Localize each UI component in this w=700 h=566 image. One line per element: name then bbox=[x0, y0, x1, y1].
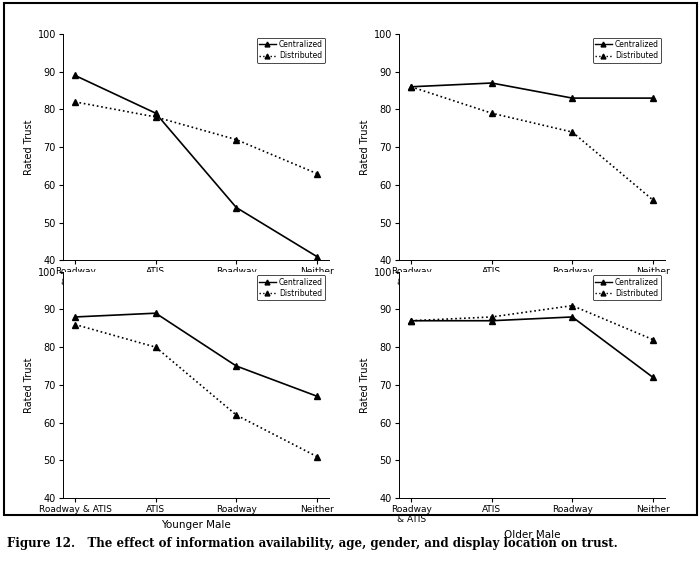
Y-axis label: Rated Trust: Rated Trust bbox=[24, 357, 34, 413]
Legend: Centralized, Distributed: Centralized, Distributed bbox=[257, 276, 326, 301]
X-axis label: Older Male: Older Male bbox=[504, 530, 560, 540]
Legend: Centralized, Distributed: Centralized, Distributed bbox=[593, 38, 662, 63]
Y-axis label: Rated Trust: Rated Trust bbox=[360, 357, 370, 413]
Y-axis label: Rated Trust: Rated Trust bbox=[360, 119, 370, 175]
X-axis label: Younger Female: Younger Female bbox=[155, 292, 237, 302]
Legend: Centralized, Distributed: Centralized, Distributed bbox=[257, 38, 326, 63]
X-axis label: Older Female: Older Female bbox=[497, 292, 567, 302]
Text: Figure 12.   The effect of information availability, age, gender, and display lo: Figure 12. The effect of information ava… bbox=[7, 537, 617, 550]
Y-axis label: Rated Trust: Rated Trust bbox=[24, 119, 34, 175]
X-axis label: Younger Male: Younger Male bbox=[161, 520, 231, 530]
Legend: Centralized, Distributed: Centralized, Distributed bbox=[593, 276, 662, 301]
